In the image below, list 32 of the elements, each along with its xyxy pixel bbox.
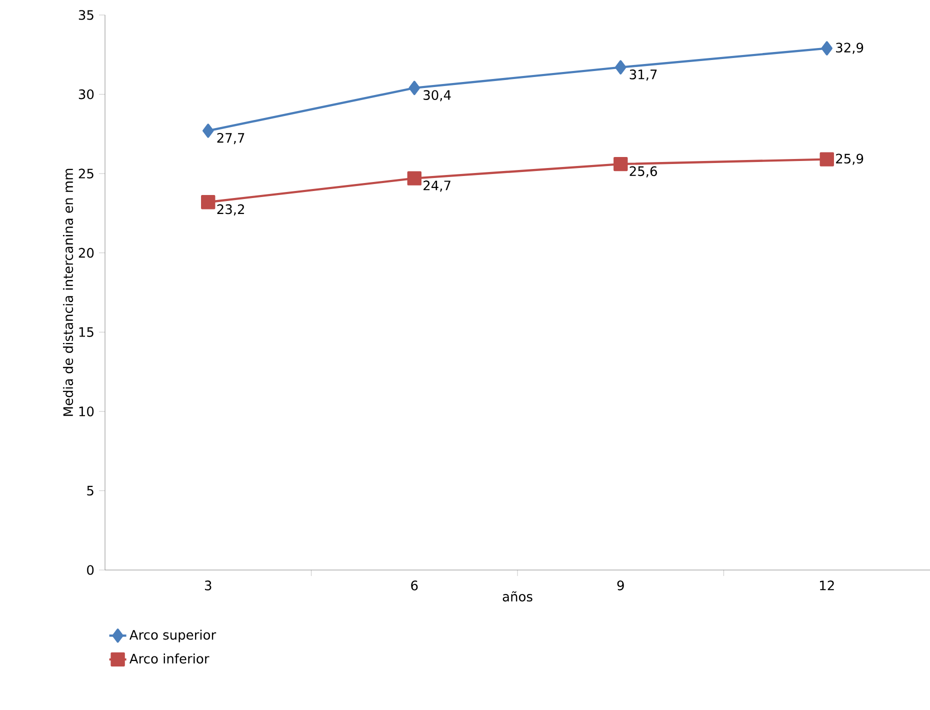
point xyxy=(201,195,216,210)
data-label: 32,9 xyxy=(836,42,864,54)
data-label: 25,6 xyxy=(630,166,657,178)
y-tick-label: 0 xyxy=(87,565,94,575)
y-axis-title: Media de distancia intercanina en mm xyxy=(63,168,74,416)
point xyxy=(821,41,832,56)
data-label: 25,9 xyxy=(836,154,864,165)
y-tick-label: 15 xyxy=(79,327,94,337)
x-tick-label: 9 xyxy=(617,580,624,590)
data-label: 24,7 xyxy=(424,180,450,192)
data-label: 27,7 xyxy=(217,132,244,144)
y-tick-label: 5 xyxy=(87,486,94,496)
data-label: 30,4 xyxy=(424,90,451,102)
point xyxy=(615,60,626,74)
y-tick-label: 25 xyxy=(78,168,94,178)
y-tick-label: 10 xyxy=(79,406,94,416)
legend-label: Arco superior xyxy=(130,630,216,642)
x-axis-title: años xyxy=(502,591,532,602)
y-tick-label: 20 xyxy=(78,248,94,258)
y-tick-label: 30 xyxy=(78,89,94,100)
y-tick-label: 35 xyxy=(78,10,94,20)
point xyxy=(408,80,420,96)
data-label: 31,7 xyxy=(630,70,657,81)
point xyxy=(614,156,628,172)
data-label: 23,2 xyxy=(217,204,244,216)
x-tick-label: 12 xyxy=(820,580,834,590)
point xyxy=(820,152,834,166)
point xyxy=(202,124,214,138)
x-tick-label: 6 xyxy=(411,580,418,590)
point xyxy=(407,171,422,186)
x-tick-label: 3 xyxy=(204,580,212,590)
legend-label: Arco inferior xyxy=(130,654,210,664)
